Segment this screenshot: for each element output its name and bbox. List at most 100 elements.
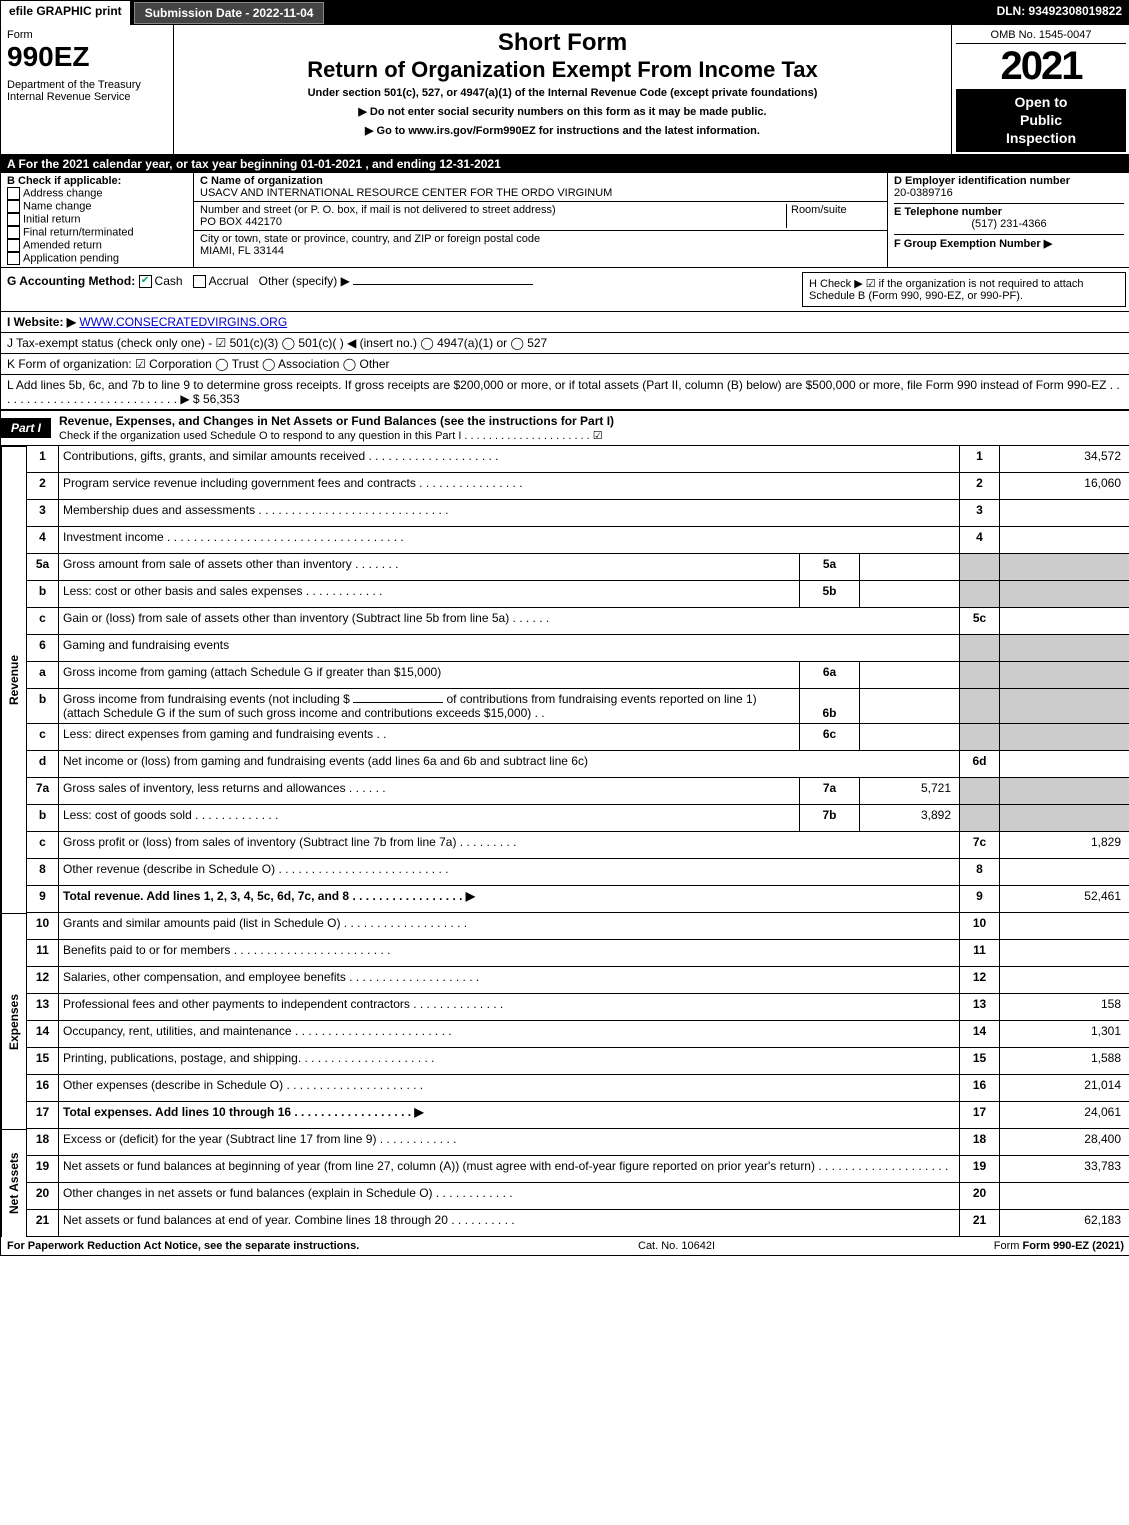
grey-cell	[960, 778, 1000, 805]
sub-col: 7a	[800, 778, 860, 805]
col-num: 15	[960, 1048, 1000, 1075]
sub-col: 5a	[800, 554, 860, 581]
line-num: 12	[27, 967, 59, 994]
line-num: b	[27, 689, 59, 724]
line-desc: Other revenue (describe in Schedule O) .…	[59, 859, 960, 886]
line-amount: 1,588	[1000, 1048, 1129, 1075]
page-footer: For Paperwork Reduction Act Notice, see …	[1, 1237, 1129, 1255]
form-word: Form	[7, 29, 167, 41]
ein-value: 20-0389716	[894, 187, 1124, 199]
line-amount	[1000, 859, 1129, 886]
col-num: 16	[960, 1075, 1000, 1102]
chk-initial-return[interactable]: Initial return	[7, 213, 187, 226]
line-g: G Accounting Method: Cash Accrual Other …	[1, 268, 798, 311]
line-desc: Total expenses. Add lines 10 through 16 …	[59, 1102, 960, 1129]
org-name-label: C Name of organization	[200, 175, 323, 187]
line-k: K Form of organization: ☑ Corporation ◯ …	[1, 354, 1129, 375]
line-desc: Gain or (loss) from sale of assets other…	[59, 608, 960, 635]
line-amount: 28,400	[1000, 1129, 1129, 1156]
line-num: c	[27, 724, 59, 751]
header-center: Short Form Return of Organization Exempt…	[174, 25, 951, 154]
section-c: C Name of organization USACV AND INTERNA…	[194, 173, 887, 267]
line-amount: 33,783	[1000, 1156, 1129, 1183]
revenue-side-label: Revenue	[1, 446, 27, 913]
line-num: 9	[27, 886, 59, 913]
line-num: b	[27, 581, 59, 608]
phone-value: (517) 231-4366	[894, 218, 1124, 230]
grey-cell	[1000, 581, 1129, 608]
line-desc: Printing, publications, postage, and shi…	[59, 1048, 960, 1075]
room-suite-label: Room/suite	[786, 204, 881, 228]
line-amount	[1000, 967, 1129, 994]
line-num: 19	[27, 1156, 59, 1183]
col-num: 10	[960, 913, 1000, 940]
col-num: 11	[960, 940, 1000, 967]
grey-cell	[1000, 554, 1129, 581]
cash-label: Cash	[155, 274, 183, 288]
grey-cell	[960, 581, 1000, 608]
chk-application-pending[interactable]: Application pending	[7, 252, 187, 265]
col-num: 20	[960, 1183, 1000, 1210]
line-num: 8	[27, 859, 59, 886]
revenue-section: Revenue 1 Contributions, gifts, grants, …	[1, 446, 1129, 913]
line-desc: Gross income from gaming (attach Schedul…	[59, 662, 800, 689]
website-label: I Website: ▶	[7, 315, 76, 329]
line-num: a	[27, 662, 59, 689]
ein-label: D Employer identification number	[894, 175, 1124, 187]
form-number: 990EZ	[7, 41, 167, 73]
org-addr-row: Number and street (or P. O. box, if mail…	[194, 202, 887, 231]
col-num: 12	[960, 967, 1000, 994]
ssn-warning: ▶ Do not enter social security numbers o…	[180, 105, 945, 118]
website-link[interactable]: WWW.CONSECRATEDVIRGINS.ORG	[79, 315, 287, 329]
part-i-title: Revenue, Expenses, and Changes in Net As…	[51, 411, 1129, 445]
phone-label: E Telephone number	[894, 203, 1124, 218]
form-page: efile GRAPHIC print Submission Date - 20…	[0, 0, 1129, 1256]
footer-center: Cat. No. 10642I	[638, 1240, 715, 1252]
col-num: 8	[960, 859, 1000, 886]
dln-label: DLN: 93492308019822	[989, 1, 1129, 25]
expenses-section: Expenses 10 Grants and similar amounts p…	[1, 913, 1129, 1129]
line-desc: Grants and similar amounts paid (list in…	[59, 913, 960, 940]
chk-final-return[interactable]: Final return/terminated	[7, 226, 187, 239]
chk-amended-return[interactable]: Amended return	[7, 239, 187, 252]
line-l-amount: 56,353	[203, 392, 240, 406]
org-city: MIAMI, FL 33144	[200, 245, 284, 257]
line-amount: 34,572	[1000, 446, 1129, 473]
line-desc: Net assets or fund balances at end of ye…	[59, 1210, 960, 1237]
line-desc: Total revenue. Add lines 1, 2, 3, 4, 5c,…	[59, 886, 960, 913]
line-desc: Less: cost of goods sold . . . . . . . .…	[59, 805, 800, 832]
line-num: 2	[27, 473, 59, 500]
section-a: A For the 2021 calendar year, or tax yea…	[1, 155, 1129, 173]
net-assets-side-label: Net Assets	[1, 1129, 27, 1237]
section-b: B Check if applicable: Address change Na…	[1, 173, 194, 267]
chk-accrual[interactable]	[193, 275, 206, 288]
line-l-text: L Add lines 5b, 6c, and 7b to line 9 to …	[7, 378, 1120, 406]
sub-col: 7b	[800, 805, 860, 832]
line-num: 18	[27, 1129, 59, 1156]
goto-link[interactable]: ▶ Go to www.irs.gov/Form990EZ for instru…	[180, 124, 945, 137]
line-amount: 1,301	[1000, 1021, 1129, 1048]
line-desc: Gross income from fundraising events (no…	[59, 689, 800, 724]
line-l: L Add lines 5b, 6c, and 7b to line 9 to …	[1, 375, 1129, 410]
part-i-label: Part I	[1, 418, 51, 438]
org-info-block: B Check if applicable: Address change Na…	[1, 173, 1129, 268]
chk-name-change[interactable]: Name change	[7, 200, 187, 213]
chk-address-change[interactable]: Address change	[7, 187, 187, 200]
form-header: Form 990EZ Department of the Treasury In…	[1, 25, 1129, 155]
expenses-side-label: Expenses	[1, 913, 27, 1129]
col-num: 13	[960, 994, 1000, 1021]
line-h: H Check ▶ ☑ if the organization is not r…	[802, 272, 1126, 307]
chk-cash[interactable]	[139, 275, 152, 288]
line-desc: Gross profit or (loss) from sales of inv…	[59, 832, 960, 859]
grey-cell	[1000, 662, 1129, 689]
line-desc: Other expenses (describe in Schedule O) …	[59, 1075, 960, 1102]
line-j: J Tax-exempt status (check only one) - ☑…	[1, 333, 1129, 354]
short-form-title: Short Form	[180, 29, 945, 57]
tax-year: 2021	[956, 44, 1126, 89]
line-amount	[1000, 1183, 1129, 1210]
sub-amount	[860, 689, 960, 724]
grey-cell	[960, 805, 1000, 832]
section-b-header: B Check if applicable:	[7, 175, 187, 187]
line-desc: Gaming and fundraising events	[59, 635, 960, 662]
line-num: 16	[27, 1075, 59, 1102]
